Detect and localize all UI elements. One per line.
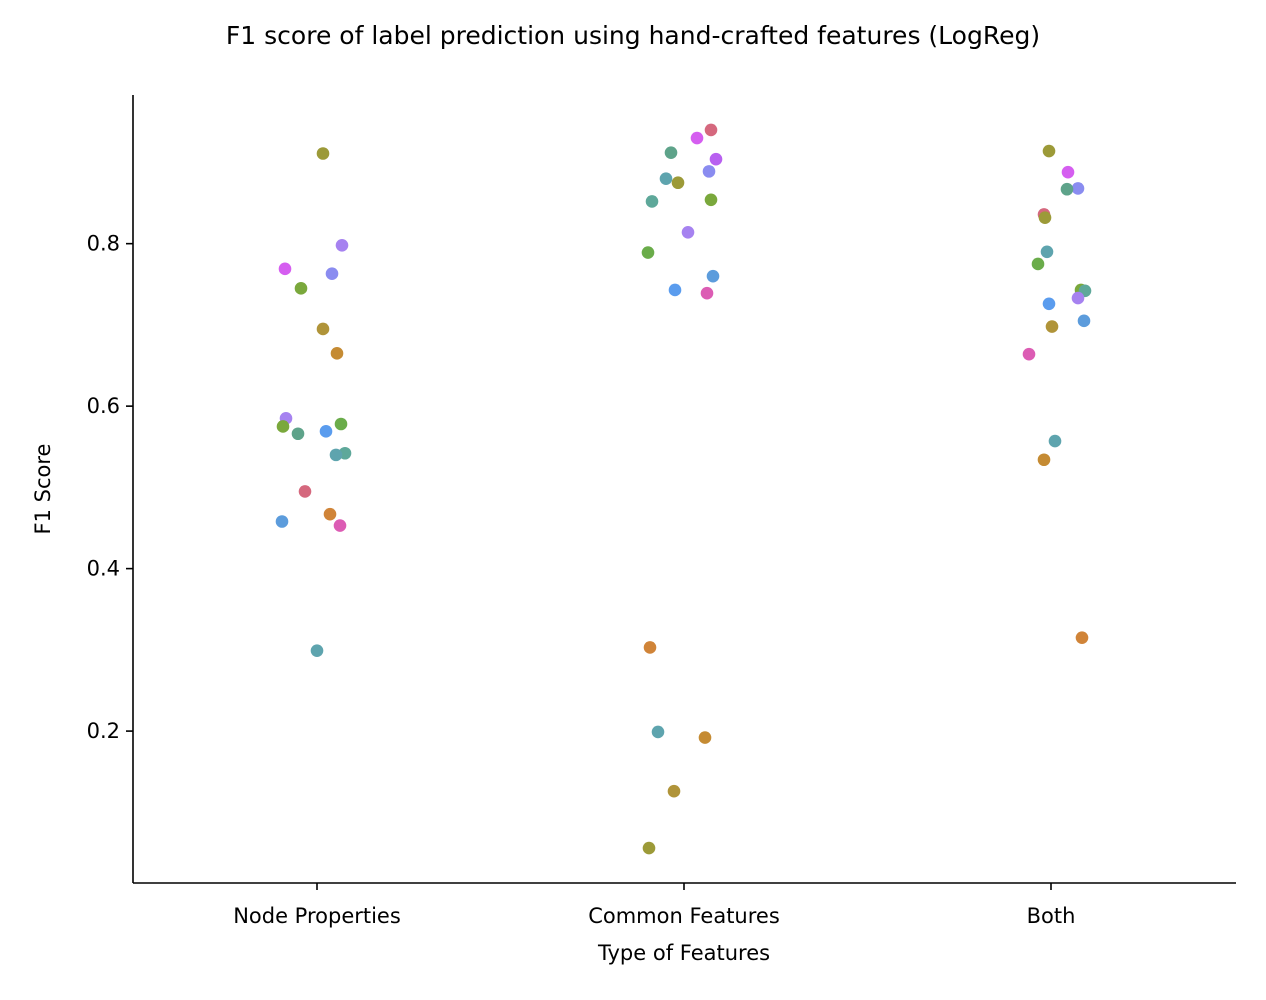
x-axis-ticks: Node Properties Common Features Both [233,883,1075,928]
data-point [651,725,665,739]
data-point [709,152,723,166]
data-point [276,420,290,433]
data-point [1060,182,1074,196]
data-point [671,176,685,190]
data-point [681,225,695,239]
data-point [643,641,657,654]
data-point [291,427,305,441]
y-tick-label: 0.6 [87,394,120,418]
data-point [664,146,678,159]
data-point [334,417,348,431]
data-point [316,147,330,160]
data-point [706,269,720,283]
data-point [642,841,656,855]
x-tick-label: Node Properties [233,904,401,928]
y-axis-label: F1 Score [31,444,55,535]
data-point [1038,211,1052,224]
data-point [690,131,704,145]
data-point [1075,631,1089,644]
data-point [330,347,344,360]
data-point [641,246,655,259]
chart-title: F1 score of label prediction using hand-… [226,21,1040,50]
data-point [335,238,349,252]
data-point [1048,434,1062,448]
data-point [668,283,682,297]
data-point [702,165,716,178]
data-point [329,448,343,462]
data-point [1042,297,1056,311]
data-point [667,784,681,798]
data-point [1042,144,1056,158]
data-point [645,195,659,208]
data-point [323,507,337,521]
data-point [704,193,718,207]
data-point [319,425,333,438]
data-point [294,282,308,295]
y-axis-ticks: 0.2 0.4 0.6 0.8 [87,232,133,743]
data-point [275,515,289,528]
x-tick-label: Common Features [588,904,780,928]
y-tick-label: 0.2 [87,719,120,743]
data-point [1071,291,1085,305]
x-axis-label: Type of Features [597,941,770,965]
data-point [1071,182,1085,195]
data-point [659,172,673,185]
data-point [316,322,330,336]
data-point [333,519,347,532]
data-point [298,485,312,498]
data-point [704,123,718,137]
data-point [310,644,324,657]
y-tick-label: 0.8 [87,232,120,256]
data-point [1040,245,1054,259]
data-point [278,262,292,276]
data-point [1022,347,1036,361]
data-point [698,731,712,744]
data-point [700,286,714,300]
data-point [1077,314,1091,328]
data-point [1031,257,1045,271]
data-point [1045,320,1059,333]
data-point [325,267,339,281]
scatter-points [275,123,1092,855]
data-point [1061,165,1075,179]
y-tick-label: 0.4 [87,557,120,581]
x-tick-label: Both [1027,904,1076,928]
data-point [1037,453,1051,467]
